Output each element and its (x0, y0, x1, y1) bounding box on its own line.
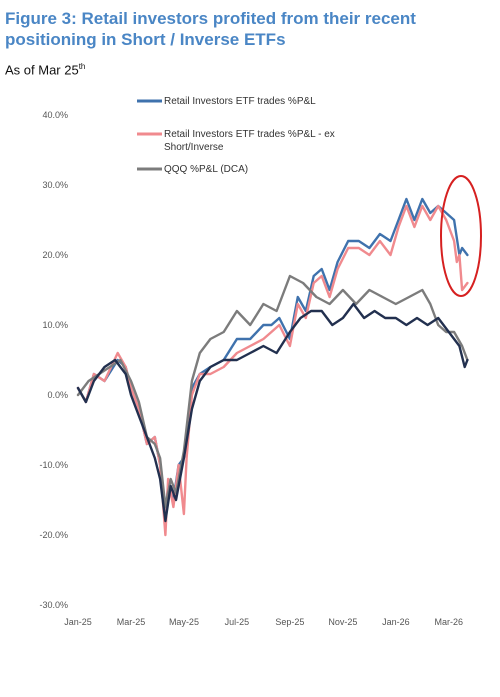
x-tick-label: Jul-25 (225, 617, 250, 627)
legend-label: Retail Investors ETF trades %P&L - ex Sho… (164, 129, 335, 153)
y-tick-label: 10.0% (42, 320, 68, 330)
y-tick-label: -10.0% (39, 460, 68, 470)
x-tick-label: Sep-25 (275, 617, 304, 627)
series-line-3 (76, 274, 469, 509)
y-axis-ticks: 40.0% 30.0% 20.0% 10.0% 0.0% -10.0% -20.0% -30.… (39, 110, 68, 610)
chart-subtitle: As of Mar 25th (5, 62, 85, 77)
y-tick-label: 40.0% (42, 110, 68, 120)
x-axis-ticks: Jan-25 Mar-25 May-25 Jul-25 Sep-25 Nov-25 Jan-… (64, 617, 463, 627)
x-tick-label: Mar-25 (117, 617, 146, 627)
x-tick-label: Jan-25 (64, 617, 92, 627)
chart-legend: Retail Investors ETF trades %P&L Retail I… (137, 96, 335, 175)
y-tick-label: -30.0% (39, 600, 68, 610)
series-line-4 (76, 302, 469, 523)
y-tick-label: 20.0% (42, 250, 68, 260)
series-line-1 (76, 197, 469, 516)
series-lines (76, 197, 469, 537)
x-tick-label: Mar-26 (435, 617, 464, 627)
x-tick-label: Jan-26 (382, 617, 410, 627)
y-tick-label: -20.0% (39, 530, 68, 540)
chart-title: Figure 3: Retail investors profited from… (5, 9, 416, 49)
series-line-2 (76, 204, 469, 537)
highlight-ellipse (440, 175, 482, 297)
x-tick-label: May-25 (169, 617, 199, 627)
subtitle-text: As of Mar 25 (5, 62, 79, 78)
y-tick-label: 0.0% (47, 390, 68, 400)
legend-label: QQQ %P&L (DCA) (164, 164, 248, 175)
y-tick-label: 30.0% (42, 180, 68, 190)
subtitle-superscript: th (78, 62, 86, 71)
x-tick-label: Nov-25 (328, 617, 357, 627)
legend-label: Retail Investors ETF trades %P&L (164, 96, 316, 107)
